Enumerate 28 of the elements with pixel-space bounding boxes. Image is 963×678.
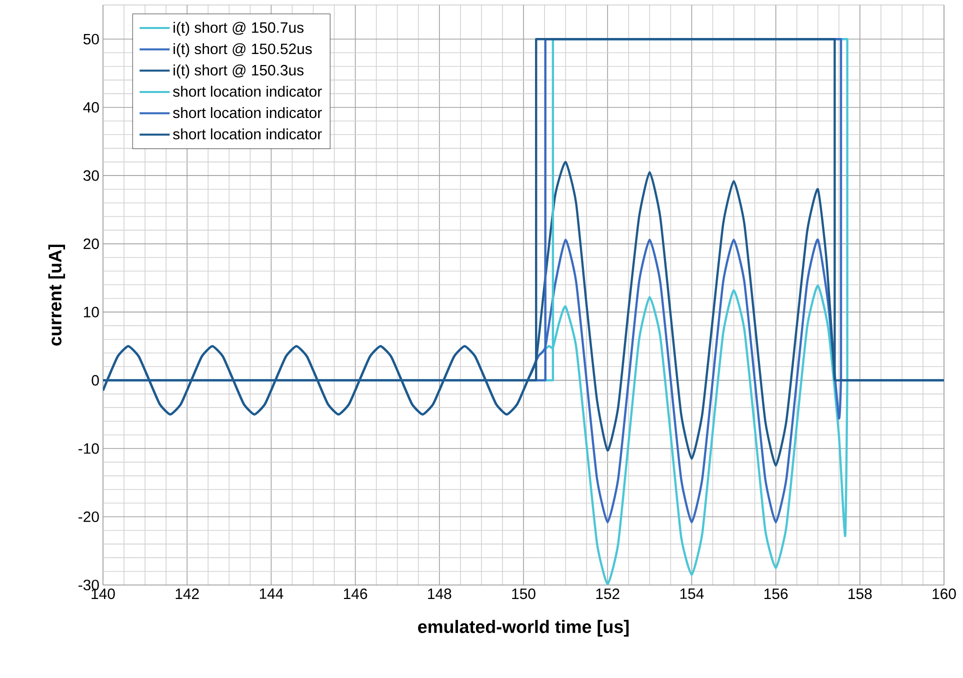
x-tick-label: 142 — [176, 588, 199, 599]
x-tick-label: 150 — [512, 588, 536, 600]
x-tick-label: 144 — [260, 588, 284, 599]
y-tick-label: 0 — [92, 375, 99, 386]
x-tick-label: 154 — [680, 588, 704, 599]
x-tick-label: 156 — [764, 588, 788, 600]
x-tick-label: 158 — [848, 588, 872, 600]
y-tick-label: -10 — [78, 443, 99, 454]
legend-label: short location indicator — [173, 86, 322, 97]
legend-label: i(t) short @ 150.7us — [174, 22, 304, 36]
y-tick-label: -20 — [78, 511, 99, 522]
y-tick-label: 20 — [84, 238, 99, 250]
y-tick-label: 30 — [83, 170, 99, 181]
y-tick-label: 10 — [84, 306, 99, 318]
y-tick-label: 40 — [83, 102, 99, 113]
x-tick-label: 152 — [596, 588, 620, 600]
x-tick-label: 146 — [344, 588, 368, 600]
y-axis-title: current [uA] — [48, 244, 66, 346]
y-tick-label: -30 — [78, 580, 99, 590]
x-axis-title: emulated-world time [us] — [418, 620, 629, 637]
y-tick-label: 50 — [83, 34, 99, 44]
legend-label: short location indicator — [173, 107, 322, 118]
x-tick-label: 140 — [92, 588, 115, 600]
legend-label: i(t) short @ 150.3us — [174, 64, 304, 78]
legend-label: short location indicator — [173, 128, 322, 140]
legend-label: i(t) short @ 150.52us — [174, 43, 312, 58]
x-tick-label: 160 — [932, 588, 956, 600]
x-tick-label: 148 — [428, 588, 452, 600]
